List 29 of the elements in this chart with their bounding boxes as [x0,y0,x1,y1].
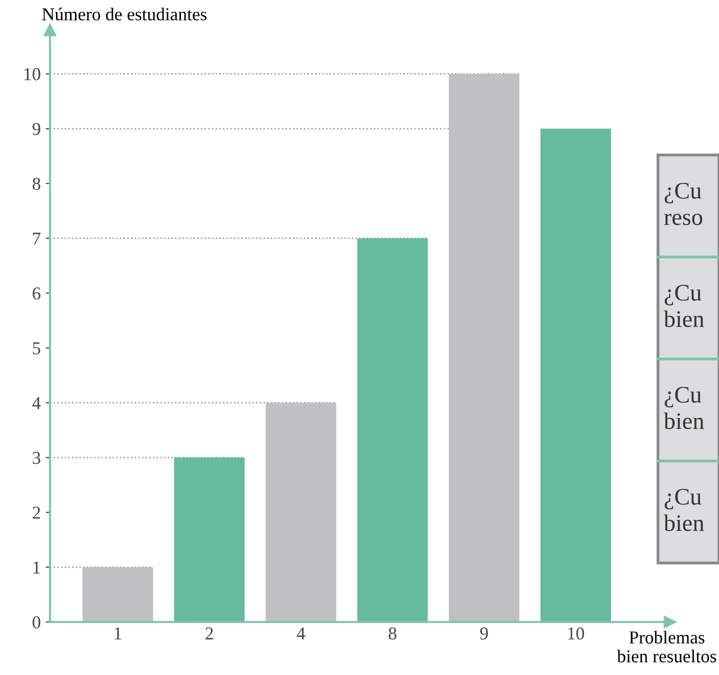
x-axis-title: Problemas bien resueltos [617,630,716,662]
x-tick-label: 9 [480,627,488,640]
x-tick-label: 10 [568,627,584,640]
y-tick-label: 3 [32,452,40,464]
y-tick-label: 7 [33,232,40,245]
annotation: ¿Cu reso [664,182,702,226]
bar [448,74,520,622]
bar [82,567,154,622]
annotation: ¿Cu bien [664,488,704,532]
bar [174,458,245,622]
bar [357,238,428,622]
x-tick-label: 2 [206,627,213,640]
y-tick-label: 5 [32,342,40,354]
x-tick-label: 4 [296,628,306,640]
annotation: ¿Cu bien [664,386,704,430]
y-tick-label: 4 [32,397,41,410]
y-tick-label: 9 [32,122,40,136]
bar [266,402,336,622]
y-axis-title: Número de estudiantes [42,8,206,20]
x-tick-label: 1 [114,627,122,640]
bar [540,128,611,622]
y-tick-label: 10 [24,68,40,80]
x-tick-label: 8 [388,627,396,640]
annotation: ¿Cu bien [664,284,704,328]
y-tick-label: 6 [32,287,40,300]
y-tick-label: 2 [32,506,40,519]
y-tick-label: 1 [34,562,40,574]
y-tick-label: 0 [32,616,40,628]
y-tick-label: 8 [32,178,40,190]
